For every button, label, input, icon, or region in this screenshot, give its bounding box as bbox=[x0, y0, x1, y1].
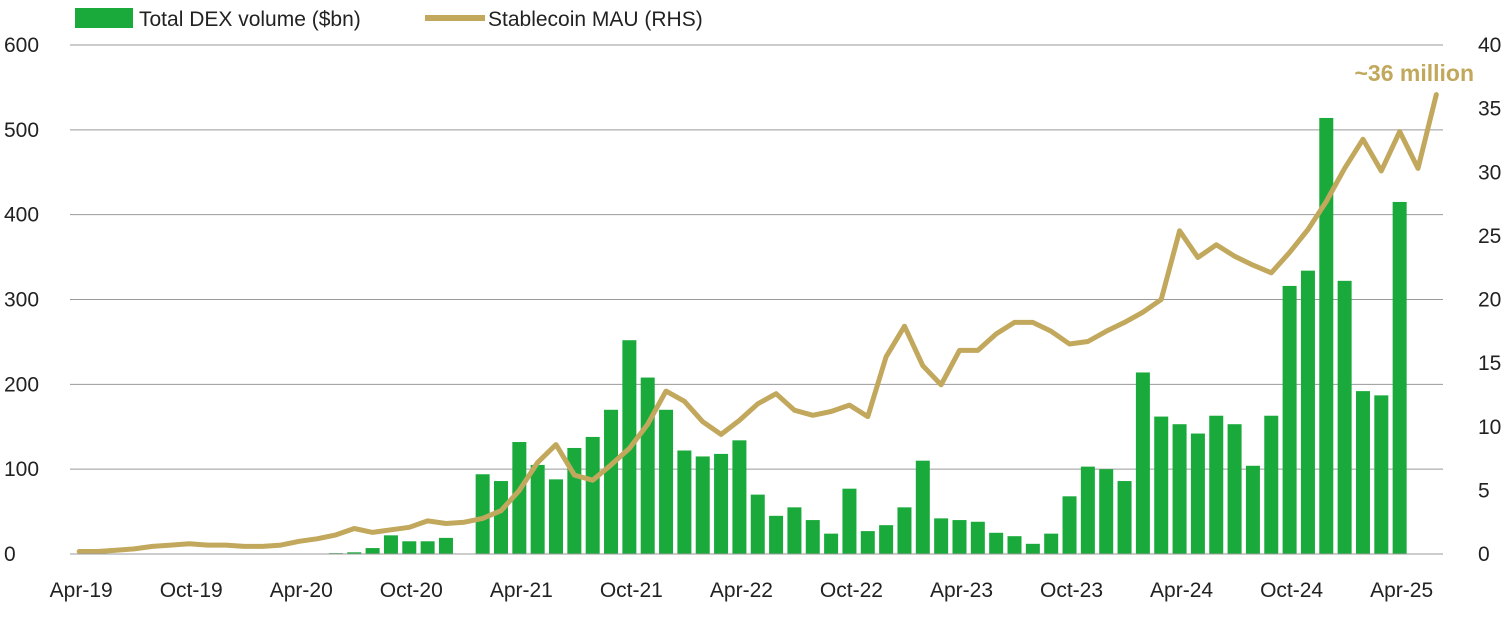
dex-volume-bar bbox=[365, 548, 380, 554]
dex-volume-bar bbox=[530, 464, 545, 554]
dex-volume-bar bbox=[1392, 201, 1407, 555]
stablecoin-mau-line-layer bbox=[76, 92, 1439, 554]
dex-volume-bar bbox=[695, 456, 710, 554]
legend-label-dex-volume: Total DEX volume ($bn) bbox=[139, 8, 361, 31]
left-tick-label: 100 bbox=[4, 458, 39, 481]
dex-volume-bar bbox=[860, 531, 875, 554]
dex-volume-bar bbox=[989, 532, 1004, 554]
dex-volume-bar bbox=[769, 515, 784, 554]
dex-volume-bar bbox=[1172, 424, 1187, 554]
x-tick-label: Oct-20 bbox=[380, 579, 443, 602]
dex-volume-bar bbox=[1007, 536, 1022, 554]
dex-volume-bar bbox=[750, 494, 765, 554]
x-tick-label: Oct-22 bbox=[820, 579, 883, 602]
legend: Total DEX volume ($bn) Stablecoin MAU (R… bbox=[75, 8, 703, 31]
right-tick-label: 25 bbox=[1478, 225, 1501, 248]
dex-volume-bar bbox=[1319, 117, 1334, 554]
dex-volume-bar bbox=[1154, 416, 1169, 554]
legend-swatch-dex-volume bbox=[75, 8, 133, 28]
left-tick-label: 600 bbox=[4, 34, 39, 57]
dex-volume-bar bbox=[640, 377, 655, 554]
dex-volume-bar bbox=[952, 520, 967, 554]
dex-volume-bar bbox=[1044, 533, 1059, 554]
stablecoin-mau-line bbox=[76, 92, 1439, 554]
right-axis-ticks: 0 5 10 15 20 25 30 35 40 bbox=[1478, 34, 1501, 566]
dex-volume-bar bbox=[805, 520, 820, 554]
dex-volume-bar bbox=[897, 507, 912, 554]
dex-volume-bar bbox=[677, 450, 692, 554]
annotation-36-million: ~36 million bbox=[1354, 60, 1474, 86]
x-tick-label: Oct-24 bbox=[1260, 579, 1323, 602]
dex-volume-bar bbox=[585, 436, 600, 554]
right-tick-label: 0 bbox=[1478, 543, 1490, 566]
dex-volume-bar bbox=[383, 535, 398, 554]
x-tick-label: Apr-25 bbox=[1370, 579, 1433, 602]
left-tick-label: 200 bbox=[4, 373, 39, 396]
left-tick-label: 400 bbox=[4, 204, 39, 227]
dex-volume-bar bbox=[604, 409, 619, 554]
dex-volume-bar bbox=[1245, 465, 1260, 554]
right-tick-label: 5 bbox=[1478, 479, 1490, 502]
x-tick-label: Apr-20 bbox=[270, 579, 333, 602]
dex-volume-bar bbox=[915, 460, 930, 554]
left-tick-label: 500 bbox=[4, 119, 39, 142]
dex-volume-bar bbox=[934, 518, 949, 554]
dex-volume-bar bbox=[1337, 280, 1352, 554]
dex-volume-bar bbox=[787, 507, 802, 554]
dex-volume-bar bbox=[1300, 270, 1315, 554]
x-axis-ticks: Apr-19 Oct-19 Apr-20 Oct-20 Apr-21 Oct-21 Apr-… bbox=[50, 579, 1434, 602]
right-tick-label: 30 bbox=[1478, 161, 1501, 184]
dex-volume-bars bbox=[328, 117, 1407, 555]
dex-volume-bar bbox=[1099, 469, 1114, 554]
dex-volume-bar bbox=[1062, 496, 1077, 554]
dex-volume-bar bbox=[1227, 424, 1242, 554]
dex-volume-bar bbox=[842, 488, 857, 554]
dex-volume-bar bbox=[714, 453, 729, 554]
dex-volume-bar bbox=[493, 481, 508, 554]
dex-volume-bar bbox=[1374, 395, 1389, 554]
dex-volume-bar bbox=[970, 521, 985, 554]
left-tick-label: 300 bbox=[4, 289, 39, 312]
left-axis-ticks: 0 100 200 300 400 500 600 bbox=[4, 34, 39, 566]
dex-volume-bar bbox=[438, 537, 453, 554]
dex-volume-bar bbox=[1025, 543, 1040, 554]
dex-volume-bar bbox=[659, 409, 674, 554]
x-tick-label: Apr-21 bbox=[490, 579, 553, 602]
right-tick-label: 35 bbox=[1478, 98, 1501, 121]
x-tick-label: Apr-23 bbox=[930, 579, 993, 602]
dex-volume-bar bbox=[1080, 466, 1095, 554]
legend-label-stablecoin-mau: Stablecoin MAU (RHS) bbox=[488, 8, 703, 31]
dex-volume-bar bbox=[732, 440, 747, 554]
dex-volume-bar bbox=[1355, 391, 1370, 554]
dex-volume-bar bbox=[475, 474, 490, 554]
left-tick-label: 0 bbox=[4, 543, 16, 566]
dex-volume-bar bbox=[1135, 372, 1150, 554]
dex-volume-bar bbox=[1117, 481, 1132, 554]
dex-volume-bar bbox=[879, 525, 894, 554]
dex-volume-bar bbox=[512, 442, 527, 554]
dex-volume-bar bbox=[824, 533, 839, 554]
right-tick-label: 40 bbox=[1478, 34, 1501, 57]
dex-volume-bar bbox=[347, 552, 362, 554]
dex-volume-bar bbox=[1282, 285, 1297, 554]
right-tick-label: 10 bbox=[1478, 416, 1501, 439]
right-tick-label: 20 bbox=[1478, 289, 1501, 312]
x-tick-label: Apr-19 bbox=[50, 579, 113, 602]
x-tick-label: Oct-23 bbox=[1040, 579, 1103, 602]
x-tick-label: Apr-22 bbox=[710, 579, 773, 602]
x-tick-label: Apr-24 bbox=[1150, 579, 1213, 602]
dex-volume-bar bbox=[549, 479, 564, 554]
right-tick-label: 15 bbox=[1478, 352, 1501, 375]
x-tick-label: Oct-21 bbox=[600, 579, 663, 602]
dex-volume-bar bbox=[1190, 433, 1205, 554]
dex-volume-bar bbox=[1264, 415, 1279, 554]
dex-volume-bar bbox=[420, 541, 435, 554]
x-tick-label: Oct-19 bbox=[160, 579, 223, 602]
dex-volume-bar bbox=[402, 541, 417, 554]
dex-volume-bar bbox=[1209, 415, 1224, 554]
